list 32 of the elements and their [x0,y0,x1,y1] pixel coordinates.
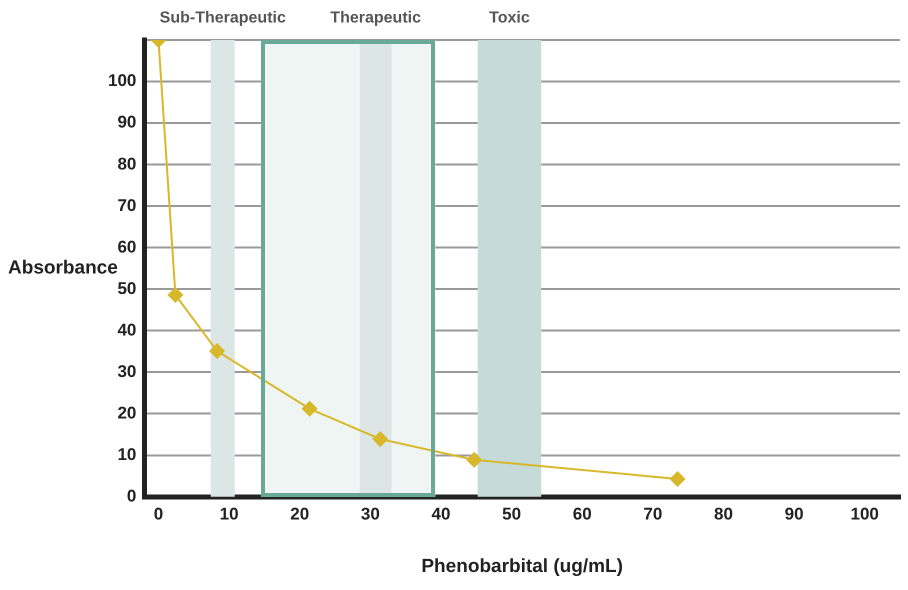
band-label: Therapeutic [330,9,422,26]
y-tick-label: 100 [108,71,136,90]
x-tick-label: 80 [714,504,733,524]
y-tick-label: 0 [126,486,136,506]
point [209,343,226,360]
x-tick-label: 100 [850,504,879,524]
x-axis-title: Phenobarbital (ug/mL) [421,556,623,577]
x-tick-label: 70 [643,504,662,524]
y-tick-label: 40 [117,320,136,340]
x-tick-label: 20 [290,504,310,524]
point [302,400,318,417]
y-tick-label: 10 [117,444,136,464]
band-label: Toxic [489,9,530,26]
y-tick-label: 80 [117,154,136,174]
point [372,431,388,448]
band-label: Sub-Therapeutic [160,9,286,26]
x-tick-label: 10 [220,504,239,524]
x-tick-label: 50 [502,504,522,524]
y-tick-label: 50 [117,278,136,298]
y-tick-label: 30 [117,362,136,381]
x-tick-label: 30 [360,504,380,524]
y-axis-title: Absorbance [8,258,118,279]
x-tick-label: 60 [572,504,592,524]
x-tick-label: 0 [154,504,164,524]
x-tick-label: 90 [784,504,804,524]
point [466,452,482,468]
point [670,470,686,487]
y-tick-label: 60 [117,237,136,256]
x-tick-label: 40 [432,504,450,524]
y-tick-label: 20 [117,403,136,422]
y-tick-label: 70 [117,196,136,215]
y-tick-label: 90 [117,112,136,132]
